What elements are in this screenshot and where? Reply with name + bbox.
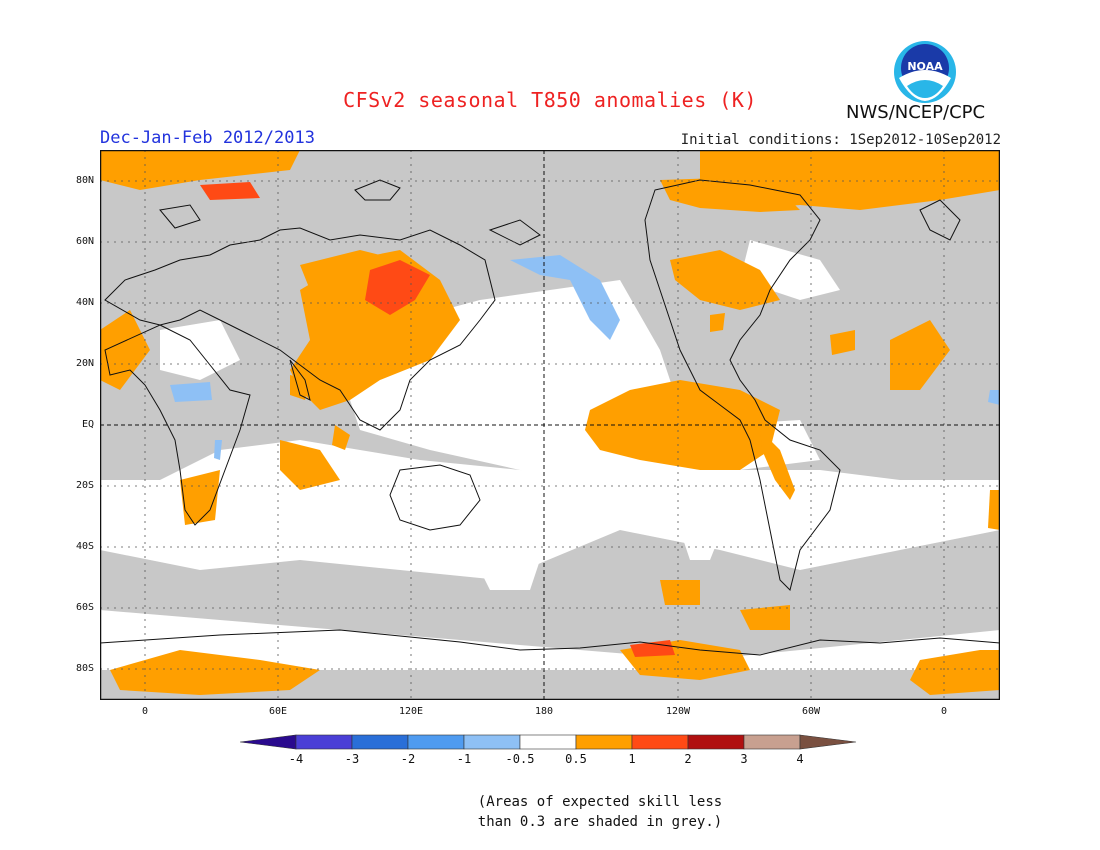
legend-tick: -3 (344, 752, 360, 766)
season-label: Dec-Jan-Feb 2012/2013 (100, 128, 315, 148)
legend-swatch (519, 734, 577, 750)
legend-tick: 0.5 (565, 752, 587, 766)
lat-label-60s: 60S (75, 602, 94, 613)
lon-label-120w: 120W (665, 706, 691, 717)
agency-label: NWS/NCEP/CPC (846, 102, 986, 123)
noaa-logo-icon: NOAA (894, 41, 956, 103)
legend-swatch (407, 734, 465, 750)
lat-label-80s: 80S (75, 663, 94, 674)
legend-swatch (799, 734, 857, 750)
legend-tick: 4 (796, 752, 804, 766)
anomaly-map (100, 150, 1000, 700)
svg-text:NOAA: NOAA (907, 60, 943, 73)
skill-note-line-1: (Areas of expected skill less (477, 794, 723, 810)
legend-tick: 2 (684, 752, 692, 766)
color-legend-bar (240, 734, 857, 750)
skill-note-line-2: than 0.3 are shaded in grey.) (477, 814, 723, 830)
skill-note: (Areas of expected skill less than 0.3 a… (470, 792, 730, 832)
lat-label-60n: 60N (75, 236, 94, 247)
lon-label-180: 180 (534, 706, 554, 717)
legend-swatch (351, 734, 409, 750)
map-title: CFSv2 seasonal T850 anomalies (K) (343, 88, 757, 112)
legend-tick: -4 (288, 752, 304, 766)
lat-label-40s: 40S (75, 541, 94, 552)
lat-label-20n: 20N (75, 358, 94, 369)
legend-tick: -0.5 (505, 752, 535, 766)
legend-swatch (295, 734, 353, 750)
legend-swatch (240, 734, 297, 750)
legend-tick: -2 (400, 752, 416, 766)
lat-label-20s: 20S (75, 480, 94, 491)
lat-label-40n: 40N (75, 297, 94, 308)
lat-label-80n: 80N (75, 175, 94, 186)
lat-label-eq: EQ (81, 419, 94, 430)
legend-tick: -1 (456, 752, 472, 766)
lon-label-60w: 60W (801, 706, 821, 717)
legend-swatch (463, 734, 521, 750)
lon-label-0: 0 (141, 706, 149, 717)
legend-tick: 3 (740, 752, 748, 766)
legend-tick: 1 (628, 752, 636, 766)
legend-swatch (631, 734, 689, 750)
legend-swatch (743, 734, 801, 750)
lon-label-0-right: 0 (940, 706, 948, 717)
legend-swatch (687, 734, 745, 750)
initial-conditions-label: Initial conditions: 1Sep2012-10Sep2012 (680, 132, 1001, 148)
lon-label-120e: 120E (398, 706, 424, 717)
legend-swatch (575, 734, 633, 750)
lon-label-60e: 60E (268, 706, 288, 717)
